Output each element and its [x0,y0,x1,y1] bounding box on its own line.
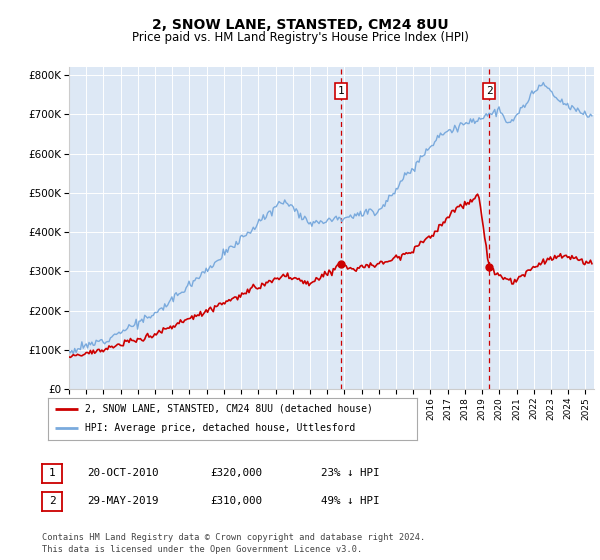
Text: £310,000: £310,000 [210,496,262,506]
Text: 2, SNOW LANE, STANSTED, CM24 8UU: 2, SNOW LANE, STANSTED, CM24 8UU [152,18,448,32]
Text: This data is licensed under the Open Government Licence v3.0.: This data is licensed under the Open Gov… [42,545,362,554]
Text: 2: 2 [49,496,56,506]
Text: 20-OCT-2010: 20-OCT-2010 [87,468,158,478]
Text: 23% ↓ HPI: 23% ↓ HPI [321,468,380,478]
Text: HPI: Average price, detached house, Uttlesford: HPI: Average price, detached house, Uttl… [85,423,355,433]
Text: £320,000: £320,000 [210,468,262,478]
Text: 2, SNOW LANE, STANSTED, CM24 8UU (detached house): 2, SNOW LANE, STANSTED, CM24 8UU (detach… [85,404,373,414]
Text: 2: 2 [486,86,493,96]
Text: Contains HM Land Registry data © Crown copyright and database right 2024.: Contains HM Land Registry data © Crown c… [42,533,425,542]
Text: 1: 1 [49,468,56,478]
Text: Price paid vs. HM Land Registry's House Price Index (HPI): Price paid vs. HM Land Registry's House … [131,31,469,44]
Text: 1: 1 [338,86,344,96]
Text: 49% ↓ HPI: 49% ↓ HPI [321,496,380,506]
Text: 29-MAY-2019: 29-MAY-2019 [87,496,158,506]
